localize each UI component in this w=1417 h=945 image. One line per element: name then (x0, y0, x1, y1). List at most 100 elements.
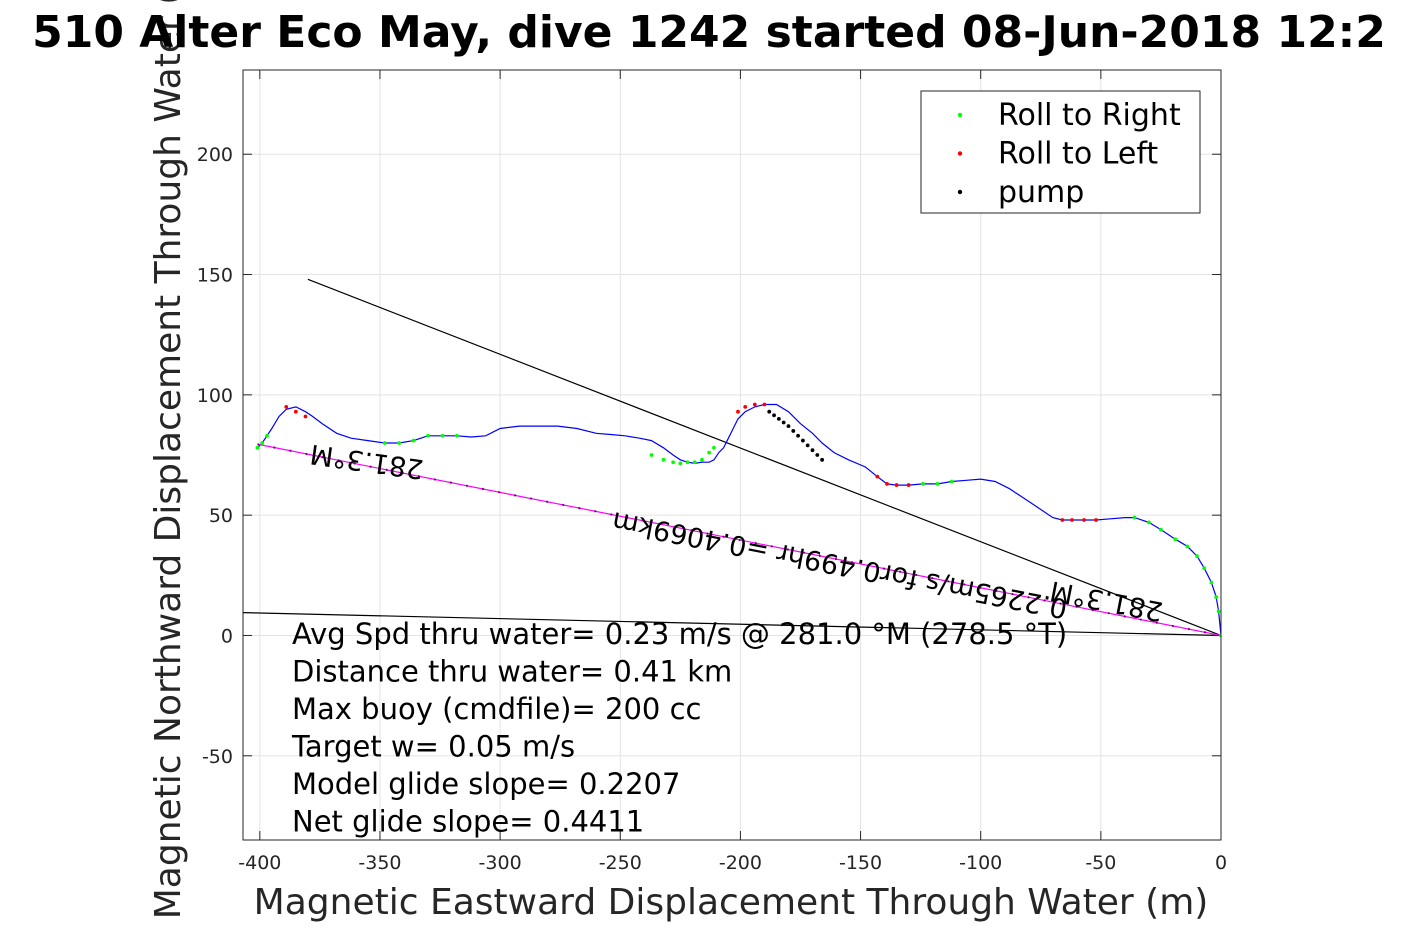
legend-marker (957, 112, 963, 118)
stat-line: Net glide slope= 0.4411 (292, 805, 644, 839)
net-track-dot (642, 519, 645, 522)
roll-left-point (875, 474, 880, 479)
x-tick-label: -150 (839, 852, 882, 874)
roll-right-point (712, 445, 716, 450)
roll-left-point (743, 404, 748, 409)
net-track-dot (834, 557, 838, 561)
net-track-dot (786, 548, 789, 551)
roll-right-point (454, 433, 459, 438)
roll-right-point (949, 479, 954, 484)
roll-right-point (1216, 609, 1221, 614)
x-tick-label: -50 (1085, 852, 1116, 874)
roll-left-point (894, 483, 899, 487)
net-track-dot (1059, 602, 1062, 605)
roll-right-point (921, 481, 925, 486)
net-track-dot (449, 481, 453, 484)
roll-right-point (1173, 537, 1178, 542)
legend-label: pump (998, 175, 1084, 210)
stat-line: Distance thru water= 0.41 km (292, 655, 732, 689)
roll-left-point (762, 402, 767, 407)
net-track-dot (546, 500, 549, 503)
y-tick-label: -50 (202, 746, 233, 768)
series-line (256, 403, 1221, 636)
net-track-dot (1155, 621, 1158, 624)
net-track-dot (1123, 615, 1126, 618)
roll-right-point (397, 441, 402, 445)
pump-point (800, 438, 805, 443)
net-track-dot (866, 564, 870, 567)
legend-label: Roll to Left (998, 137, 1158, 172)
reference-line (243, 612, 1221, 637)
net-track-dot (690, 529, 693, 532)
net-track-dot (770, 545, 773, 548)
net-track-dot (802, 551, 805, 554)
roll-right-point (1214, 595, 1219, 599)
net-track-dot (481, 487, 485, 491)
net-track-dot (1011, 592, 1014, 596)
roll-right-point (1132, 515, 1137, 520)
net-track-dot (626, 516, 629, 519)
x-tick-label: -300 (479, 852, 522, 874)
net-track-dot (465, 484, 469, 487)
x-tick-label: -250 (599, 852, 642, 874)
net-track-dot (257, 443, 260, 446)
roll-right-point (1202, 566, 1207, 570)
net-track-dot (947, 580, 950, 583)
pump-point (815, 453, 820, 457)
roll-left-point (1094, 518, 1098, 522)
net-track-dot (931, 577, 934, 580)
reference-line (307, 278, 1221, 637)
roll-right-point (1159, 527, 1163, 532)
net-track-dot (1139, 618, 1142, 621)
roll-right-point (440, 433, 445, 438)
roll-right-point (649, 453, 654, 457)
roll-left-point (303, 414, 308, 419)
net-track-dot (658, 522, 661, 526)
stat-line: Target w= 0.05 m/s (291, 730, 575, 764)
y-tick-label: 0 (221, 625, 233, 647)
legend-marker (957, 189, 963, 195)
y-axis-label: Magnetic Northward Displacement Through … (148, 0, 189, 919)
stat-line: Max buoy (cmdfile)= 200 cc (292, 692, 701, 726)
legend-marker (957, 151, 963, 156)
pump-point (767, 409, 772, 414)
net-track-dot (610, 513, 613, 516)
net-track-dot (337, 459, 340, 462)
net-track-dot (578, 506, 581, 510)
stat-line: Model glide slope= 0.2207 (292, 767, 680, 801)
roll-left-point (752, 402, 757, 407)
roll-right-point (260, 441, 265, 445)
roll-right-point (411, 438, 416, 443)
x-tick-label: -400 (238, 852, 281, 874)
net-track-dot (289, 449, 292, 452)
roll-left-point (1070, 518, 1074, 522)
pump-point (776, 417, 781, 421)
ticks: -400 -350 -300 -250 -200 -150 -100 -50 0 -50 0 50 10… (197, 70, 1227, 874)
net-track-dot (899, 570, 902, 573)
chart-title: 510 Alter Eco May, dive 1242 started 08-… (32, 7, 1386, 58)
roll-left-point (906, 483, 911, 487)
roll-left-point (885, 481, 889, 486)
net-track-dot (513, 494, 517, 497)
pump-point (781, 420, 786, 425)
net-track-dot (417, 475, 420, 478)
net-track-dot (497, 491, 501, 494)
net-track-dot (882, 567, 886, 570)
net-track-dot (385, 468, 388, 471)
plot-frame (242, 69, 1222, 841)
roll-right-point (382, 441, 387, 445)
net-track-dot (1107, 612, 1110, 615)
net-track-dot (722, 535, 725, 538)
net-track-dot (995, 589, 998, 592)
roll-right-point (1185, 544, 1190, 549)
y-tick-label: 100 (197, 385, 233, 407)
plot-layer (243, 278, 1221, 638)
net-track-dot (562, 503, 565, 507)
net-track-dot (754, 542, 757, 545)
x-axis-label: Magnetic Eastward Displacement Through W… (254, 882, 1209, 923)
stats-text: Avg Spd thru water= 0.23 m/s @ 281.0 °M … (291, 617, 1067, 839)
pump-point (772, 413, 776, 418)
net-track-dot (1027, 596, 1030, 599)
